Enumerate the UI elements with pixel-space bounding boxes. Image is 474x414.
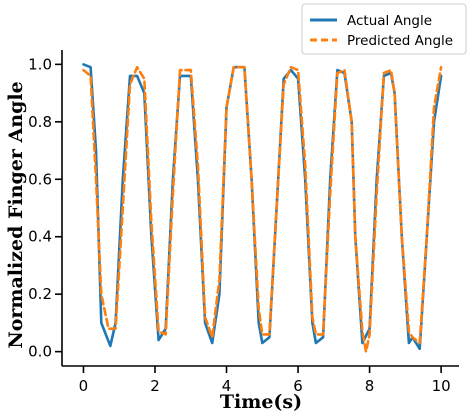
x-tick-label: 4 — [222, 377, 232, 395]
y-tick-label: 0.6 — [28, 170, 52, 188]
chart-series — [82, 63, 443, 353]
y-axis-title: Normalized Finger Angle — [5, 81, 27, 348]
x-tick-label: 8 — [365, 377, 375, 395]
y-tick-label: 0.0 — [28, 343, 52, 361]
x-tick-label: 10 — [432, 377, 451, 395]
y-tick-label: 0.8 — [28, 113, 52, 131]
x-tick-label: 2 — [150, 377, 160, 395]
legend-label-predicted: Predicted Angle — [347, 33, 453, 49]
series-line-predicted — [82, 65, 443, 353]
legend-box — [301, 3, 467, 55]
legend-label-actual: Actual Angle — [347, 13, 432, 29]
y-tick-label: 0.2 — [28, 285, 52, 303]
x-tick-label: 0 — [79, 377, 89, 395]
x-axis-title: Time(s) — [220, 391, 302, 413]
y-tick-label: 0.4 — [28, 228, 52, 246]
y-tick-label: 1.0 — [28, 55, 52, 73]
x-tick-label: 6 — [293, 377, 303, 395]
chart-axes: 0 2 4 6 8 10 0.0 0.2 0.4 0.6 0.8 1.0 — [28, 50, 459, 395]
legend: Actual Angle Predicted Angle — [301, 3, 467, 55]
series-line-actual — [82, 63, 443, 351]
